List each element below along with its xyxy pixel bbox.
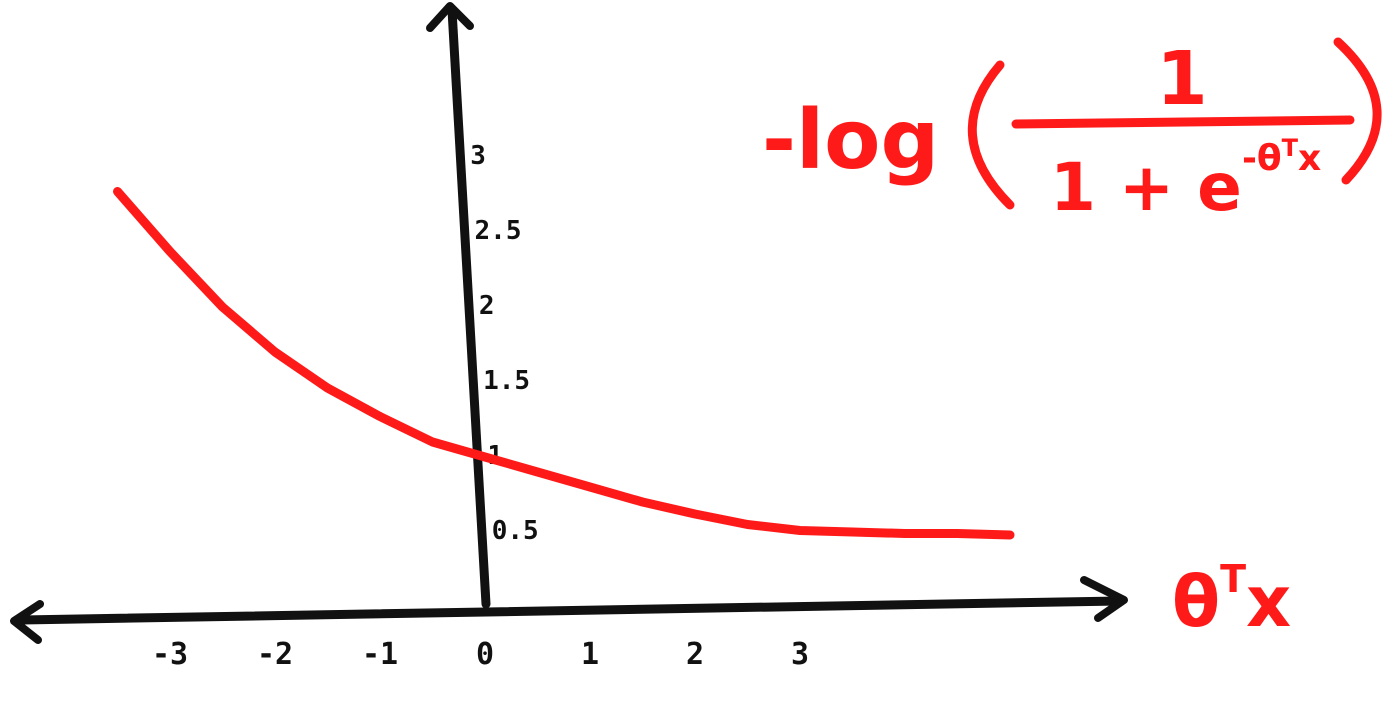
formula-fraction-bar xyxy=(1011,115,1355,129)
x-axis-right-arrow xyxy=(1080,576,1128,622)
x-tick-label: 3 xyxy=(791,637,809,672)
x-tick-labels: -3 -2 -1 0 1 2 3 xyxy=(152,637,809,672)
y-tick-label: 2.5 xyxy=(475,216,522,246)
y-tick-label: 1.5 xyxy=(483,366,530,396)
y-tick-labels: 0.511.522.53 xyxy=(470,141,538,546)
axes xyxy=(10,2,1128,644)
y-axis-line xyxy=(447,5,491,609)
x-tick-label: -2 xyxy=(257,637,293,672)
x-tick-label: 1 xyxy=(581,637,599,672)
formula-numerator: 1 xyxy=(1156,36,1208,122)
y-tick-label: 2 xyxy=(479,291,495,321)
formula-prefix: -log xyxy=(762,93,939,188)
formula: -log 1 1 + e-θTx xyxy=(762,36,1382,226)
formula-denominator: 1 + e-θTx xyxy=(1050,134,1321,226)
formula-right-paren xyxy=(1333,37,1382,185)
x-axis-left-arrow xyxy=(10,600,44,644)
series-line xyxy=(113,187,1015,540)
y-tick-label: 0.5 xyxy=(492,516,539,546)
formula-left-paren xyxy=(967,60,1015,210)
x-axis-line xyxy=(17,596,1125,625)
y-tick-label: 3 xyxy=(470,141,486,171)
x-axis-label: θTx xyxy=(1172,557,1291,643)
x-tick-label: -1 xyxy=(362,637,398,672)
x-tick-label: 2 xyxy=(686,637,704,672)
x-tick-label: 0 xyxy=(476,637,494,672)
x-tick-label: -3 xyxy=(152,637,188,672)
y-axis-up-arrow xyxy=(426,2,474,32)
